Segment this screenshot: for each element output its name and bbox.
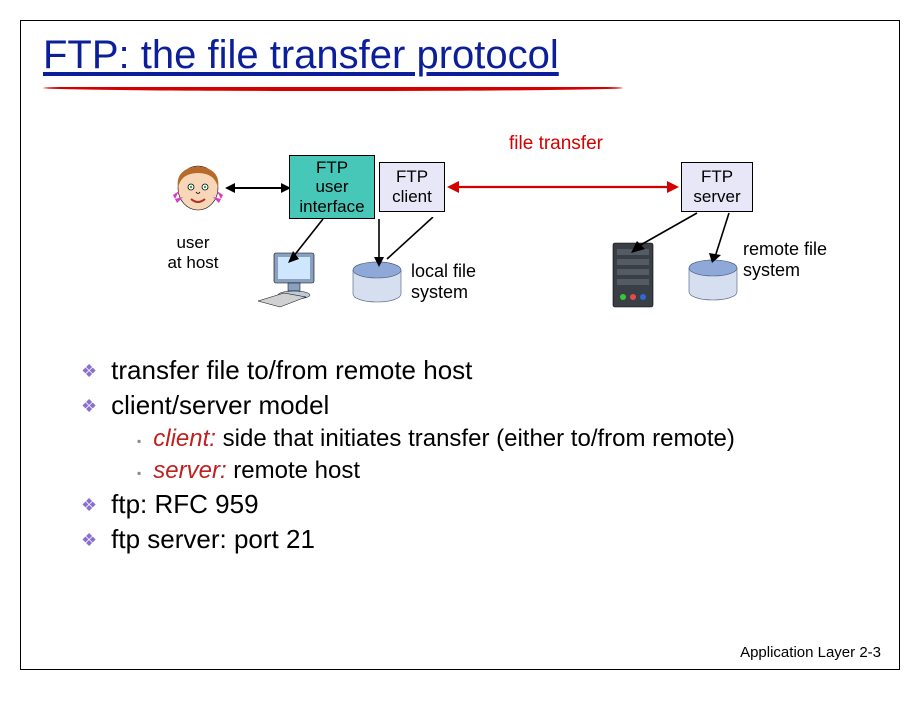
file-transfer-arrow [447, 179, 679, 195]
diamond-bullet-icon: ❖ [81, 361, 97, 382]
client-to-local-lines [281, 217, 461, 277]
bullet-text: ftp server: port 21 [111, 524, 315, 555]
ftp-client-box: FTPclient [379, 162, 445, 212]
user-face-icon [171, 161, 225, 215]
bullet-item: ❖ client/server model [81, 390, 871, 421]
bullet-text: client: side that initiates transfer (ei… [153, 425, 735, 453]
bullet-item: ❖ ftp: RFC 959 [81, 489, 871, 520]
title-underline-red [43, 85, 623, 91]
bullet-emph: client: [153, 425, 216, 452]
bullet-emph: server: [153, 457, 226, 484]
file-transfer-label: file transfer [509, 133, 603, 155]
bullet-item: ❖ ftp server: port 21 [81, 524, 871, 555]
slide-footer: Application Layer 2-3 [740, 644, 881, 661]
arrow-user-to-ui [225, 181, 291, 195]
user-at-host-label: userat host [153, 233, 233, 272]
ftp-diagram: userat host FTPuserinterface FTPclient F… [141, 131, 861, 331]
bullet-text: client/server model [111, 390, 329, 421]
slide: FTP: the file transfer protocol userat h… [20, 20, 900, 670]
square-bullet-icon: ▪ [137, 434, 141, 448]
bullet-text: ftp: RFC 959 [111, 489, 258, 520]
ftp-server-box: FTPserver [681, 162, 753, 212]
bullet-subitem: ▪ client: side that initiates transfer (… [137, 425, 871, 453]
diamond-bullet-icon: ❖ [81, 396, 97, 417]
square-bullet-icon: ▪ [137, 466, 141, 480]
bullet-item: ❖ transfer file to/from remote host [81, 355, 871, 386]
bullet-subitem: ▪ server: remote host [137, 457, 871, 485]
bullet-text: transfer file to/from remote host [111, 355, 472, 386]
slide-title: FTP: the file transfer protocol [21, 21, 899, 78]
server-to-remote-lines [619, 211, 769, 271]
ftp-user-interface-box: FTPuserinterface [289, 155, 375, 219]
bullet-text: server: remote host [153, 457, 360, 485]
diamond-bullet-icon: ❖ [81, 530, 97, 551]
diamond-bullet-icon: ❖ [81, 495, 97, 516]
bullet-list: ❖ transfer file to/from remote host ❖ cl… [81, 351, 871, 559]
